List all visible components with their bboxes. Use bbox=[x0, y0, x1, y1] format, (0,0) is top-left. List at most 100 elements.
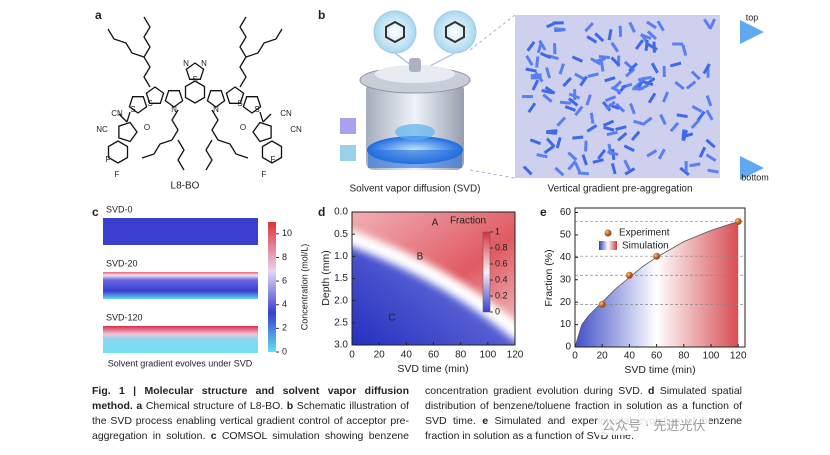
y-tick-label: 1.5 bbox=[334, 273, 348, 284]
atom-label: CN bbox=[290, 125, 302, 134]
aggregate bbox=[672, 42, 684, 46]
aggregate bbox=[530, 76, 542, 80]
colorbar-tick-label: 6 bbox=[282, 275, 287, 285]
atom-label: S bbox=[254, 105, 259, 114]
aggregate bbox=[646, 30, 658, 40]
aggregate bbox=[615, 102, 626, 113]
ring bbox=[128, 96, 148, 114]
aggregate bbox=[602, 119, 615, 127]
aggregate bbox=[567, 160, 577, 171]
region-label: C bbox=[388, 313, 395, 324]
aggregate bbox=[681, 44, 688, 57]
chain bbox=[205, 109, 249, 171]
aggregate bbox=[567, 97, 579, 107]
aggregate bbox=[691, 104, 703, 113]
ring bbox=[145, 86, 165, 104]
ring bbox=[185, 62, 205, 80]
aggregate bbox=[617, 131, 628, 142]
x-tick-label: 100 bbox=[479, 350, 496, 361]
aggregate bbox=[547, 54, 559, 61]
aggregate bbox=[589, 112, 595, 124]
x-tick-label: 0 bbox=[572, 351, 578, 362]
aggregate bbox=[698, 146, 707, 158]
colorbar-tick-label: 1 bbox=[495, 226, 500, 236]
aggregate bbox=[598, 54, 611, 60]
y-tick-label: 0.5 bbox=[334, 229, 348, 240]
aggregate bbox=[607, 150, 619, 157]
atom-label: O bbox=[240, 123, 246, 132]
aggregate bbox=[558, 63, 565, 75]
aggregate bbox=[542, 93, 553, 103]
panel-letter: b bbox=[318, 8, 325, 22]
aggregate bbox=[525, 67, 537, 73]
atom-label: N bbox=[213, 105, 219, 114]
ring bbox=[164, 90, 184, 108]
aggregate bbox=[610, 56, 621, 67]
aggregate bbox=[586, 124, 598, 133]
colorbar-title: Fraction bbox=[450, 216, 486, 227]
x-tick-label: 60 bbox=[651, 351, 663, 362]
gradient-bottom: bottom bbox=[741, 172, 769, 182]
atom-label: F bbox=[115, 170, 120, 179]
aggregate bbox=[642, 116, 653, 126]
colorbar bbox=[268, 222, 276, 352]
legend-label: Experiment bbox=[619, 228, 670, 239]
x-tick-label: 40 bbox=[401, 350, 413, 361]
colorbar-tick-label: 10 bbox=[282, 228, 292, 238]
aggregate bbox=[573, 161, 582, 173]
x-tick-label: 80 bbox=[455, 350, 467, 361]
atom-label: O bbox=[144, 123, 150, 132]
caption-emphasis: e bbox=[482, 415, 489, 427]
aggregate bbox=[705, 109, 714, 121]
atom-label: S bbox=[147, 99, 152, 108]
aggregate bbox=[647, 92, 657, 104]
caption-right: Vertical gradient pre-aggregation bbox=[547, 184, 692, 195]
y-tick-label: 40 bbox=[560, 252, 572, 263]
aggregate bbox=[628, 21, 636, 33]
aggregate bbox=[679, 166, 690, 176]
experiment-point bbox=[625, 271, 633, 279]
region-label: B bbox=[417, 252, 424, 263]
legend-swatch bbox=[599, 241, 617, 250]
aggregate bbox=[543, 145, 555, 155]
ring bbox=[118, 121, 138, 143]
aggregate bbox=[585, 94, 592, 106]
molecule-structure bbox=[107, 16, 283, 171]
aggregate bbox=[553, 43, 557, 55]
y-tick-label: 30 bbox=[560, 274, 572, 285]
aggregate bbox=[624, 167, 636, 176]
aggregate bbox=[539, 51, 552, 60]
caption-emphasis: c bbox=[210, 430, 217, 442]
aggregate bbox=[646, 149, 658, 158]
colorbar-tick-label: 0.8 bbox=[495, 242, 508, 252]
aggregate bbox=[545, 67, 552, 79]
aggregate bbox=[571, 55, 584, 63]
aggregate bbox=[604, 76, 616, 83]
aggregate bbox=[530, 73, 542, 78]
colorbar-tick-label: 0.4 bbox=[495, 274, 508, 284]
aggregate bbox=[526, 40, 536, 52]
aggregate bbox=[544, 86, 556, 95]
aggregate bbox=[601, 101, 612, 112]
aggregate bbox=[640, 75, 652, 81]
atom-label: F bbox=[271, 155, 276, 164]
aggregate bbox=[690, 118, 701, 129]
aggregate bbox=[556, 116, 567, 127]
y-tick-label: 10 bbox=[560, 319, 572, 330]
aggregate bbox=[554, 166, 565, 177]
aggregate bbox=[581, 154, 588, 166]
aggregate bbox=[584, 140, 588, 152]
y-tick-label: 20 bbox=[560, 297, 572, 308]
molecule-name: L8-BO bbox=[171, 181, 200, 192]
aggregate bbox=[637, 83, 649, 92]
atom-label: S bbox=[192, 75, 197, 84]
aggregate bbox=[610, 162, 617, 175]
aggregate bbox=[702, 63, 711, 75]
caption-emphasis: b bbox=[286, 400, 294, 412]
colorbar bbox=[482, 231, 491, 313]
aggregate bbox=[590, 57, 602, 66]
y-tick-label: 2.5 bbox=[334, 317, 348, 328]
x-tick-label: 40 bbox=[624, 351, 636, 362]
aggregate bbox=[584, 22, 594, 33]
